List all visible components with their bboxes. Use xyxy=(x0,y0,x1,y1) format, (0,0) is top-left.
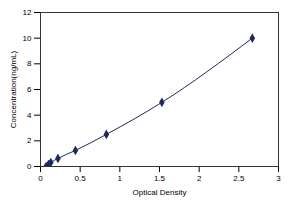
svg-text:4: 4 xyxy=(27,111,32,120)
svg-text:12: 12 xyxy=(23,8,32,17)
svg-text:Concentration(ng/mL): Concentration(ng/mL) xyxy=(9,50,18,128)
svg-text:8: 8 xyxy=(27,59,32,68)
svg-text:0: 0 xyxy=(27,162,32,171)
svg-text:6: 6 xyxy=(27,85,32,94)
svg-text:1: 1 xyxy=(118,174,123,183)
svg-text:3: 3 xyxy=(276,174,281,183)
svg-text:2: 2 xyxy=(197,174,202,183)
svg-text:0.5: 0.5 xyxy=(75,174,87,183)
svg-text:2: 2 xyxy=(27,136,32,145)
svg-text:Optical Density: Optical Density xyxy=(133,188,187,197)
svg-text:0: 0 xyxy=(38,174,43,183)
svg-text:2.5: 2.5 xyxy=(233,174,245,183)
svg-text:1.5: 1.5 xyxy=(154,174,166,183)
svg-text:10: 10 xyxy=(23,34,32,43)
